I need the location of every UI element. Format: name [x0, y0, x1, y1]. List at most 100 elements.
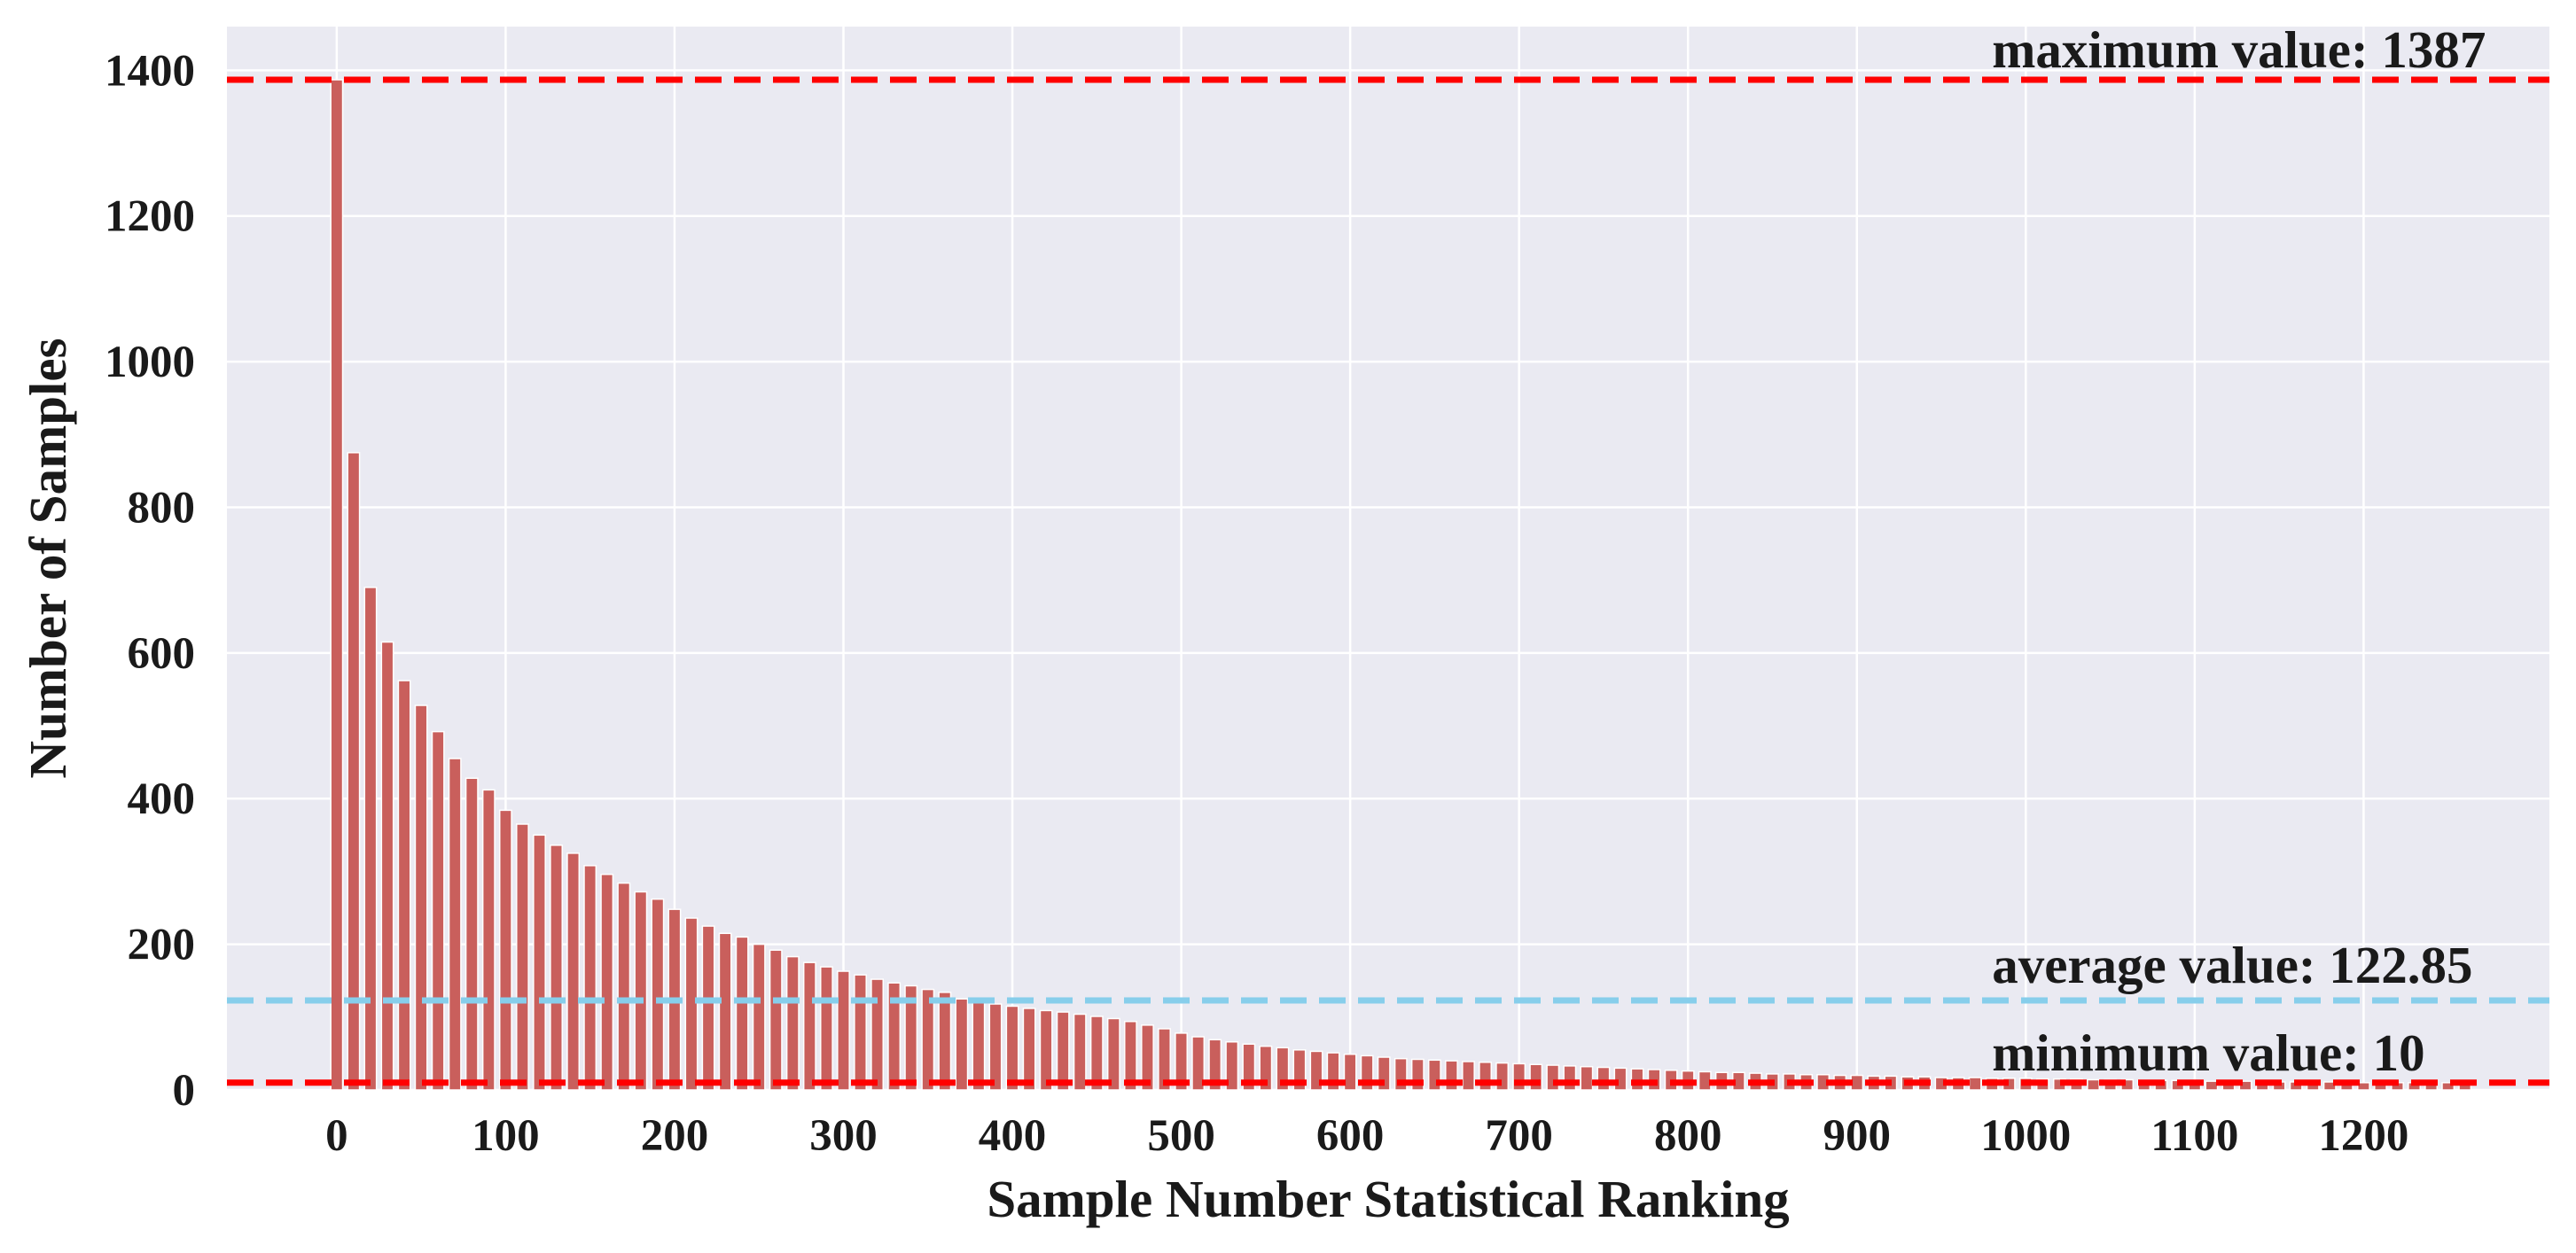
x-tick-label: 1000	[1980, 1111, 2071, 1161]
bar	[1208, 1039, 1222, 1091]
bar	[1276, 1047, 1290, 1091]
bar	[550, 844, 563, 1091]
bar	[701, 925, 715, 1091]
bar	[1225, 1041, 1239, 1091]
bar	[1158, 1028, 1171, 1091]
bar	[972, 1000, 986, 1091]
y-tick-label: 400	[128, 774, 196, 824]
bar	[1259, 1045, 1273, 1091]
bar	[481, 789, 496, 1091]
bar	[684, 917, 699, 1091]
bar	[1495, 1062, 1510, 1091]
minimum-value-label: minimum value: 10	[1992, 1023, 2424, 1082]
y-tick-label: 0	[173, 1066, 196, 1116]
bar	[887, 982, 902, 1091]
bar	[1613, 1067, 1628, 1091]
bar	[1462, 1061, 1475, 1091]
y-tick-label: 200	[128, 921, 196, 970]
bar	[397, 680, 411, 1091]
bar	[1089, 1016, 1104, 1091]
y-tick-label: 600	[128, 629, 196, 679]
y-tick-label: 1200	[105, 192, 195, 242]
bar	[1039, 1009, 1053, 1091]
bar	[2441, 1082, 2455, 1091]
bar	[651, 898, 665, 1091]
x-tick-label: 200	[641, 1111, 709, 1161]
bar	[533, 834, 546, 1091]
bar	[448, 758, 462, 1091]
bar	[347, 452, 361, 1091]
bar	[718, 932, 732, 1091]
x-tick-label: 100	[472, 1111, 540, 1161]
bar	[904, 984, 918, 1091]
x-tick-label: 600	[1316, 1111, 1385, 1161]
bar	[870, 978, 885, 1091]
bar	[1546, 1064, 1560, 1091]
x-tick-label: 400	[979, 1111, 1047, 1161]
bar	[1968, 1077, 1982, 1091]
bar	[1512, 1062, 1526, 1091]
bar	[1596, 1066, 1611, 1091]
bar	[1191, 1036, 1206, 1091]
bar	[1175, 1032, 1189, 1091]
plot-area-background	[227, 27, 2549, 1090]
y-axis-title: Number of Samples	[19, 338, 77, 778]
bar	[1123, 1020, 1137, 1091]
bar	[1242, 1043, 1256, 1091]
bar	[1141, 1024, 1154, 1091]
bar	[2205, 1080, 2219, 1091]
bar	[1056, 1011, 1070, 1091]
bar	[921, 988, 935, 1091]
bar	[837, 970, 850, 1091]
x-tick-label: 300	[809, 1111, 878, 1161]
bar	[431, 730, 445, 1091]
y-tick-label: 1400	[105, 46, 195, 96]
bar	[752, 943, 766, 1091]
bar	[464, 777, 479, 1091]
bar	[1563, 1065, 1577, 1091]
bar	[735, 936, 749, 1091]
bar	[938, 992, 952, 1091]
bar	[516, 823, 529, 1091]
bar	[1630, 1068, 1644, 1091]
bar	[988, 1003, 1003, 1091]
bar	[617, 882, 631, 1091]
bar	[2322, 1081, 2337, 1091]
bar	[955, 998, 969, 1091]
bar	[854, 974, 867, 1091]
reference-lines: maximum value: 1387 average value: 122.85…	[227, 20, 2549, 1086]
bar	[498, 809, 512, 1091]
bar	[600, 873, 614, 1091]
x-tick-label: 1100	[2151, 1111, 2238, 1161]
bar	[566, 852, 581, 1091]
x-tick-label: 0	[325, 1111, 348, 1161]
y-tick-labels: 0 200 400 600 800 1000 1200 1400	[105, 46, 195, 1116]
x-tick-label: 800	[1654, 1111, 1722, 1161]
bar	[363, 587, 378, 1091]
x-tick-label: 1200	[2318, 1111, 2408, 1161]
bar	[769, 949, 783, 1091]
bar	[1479, 1062, 1492, 1091]
bar	[1022, 1008, 1036, 1091]
bar	[634, 891, 648, 1091]
bar	[820, 966, 833, 1091]
bar	[1106, 1017, 1120, 1091]
x-tick-label: 500	[1147, 1111, 1215, 1161]
bar	[414, 704, 428, 1091]
average-value-label: average value: 122.85	[1992, 936, 2472, 994]
y-tick-label: 800	[128, 483, 196, 533]
bar	[1850, 1074, 1864, 1091]
bar	[1343, 1053, 1357, 1091]
bar	[785, 955, 800, 1091]
x-tick-label: 900	[1823, 1111, 1892, 1161]
x-tick-label: 700	[1485, 1111, 1553, 1161]
bar	[1529, 1063, 1543, 1091]
bar	[1580, 1065, 1594, 1091]
bar	[583, 865, 597, 1091]
bar	[1698, 1070, 1712, 1091]
maximum-value-label: maximum value: 1387	[1992, 20, 2486, 79]
bar	[1005, 1005, 1019, 1091]
bar	[2356, 1082, 2370, 1091]
bar	[802, 961, 816, 1091]
